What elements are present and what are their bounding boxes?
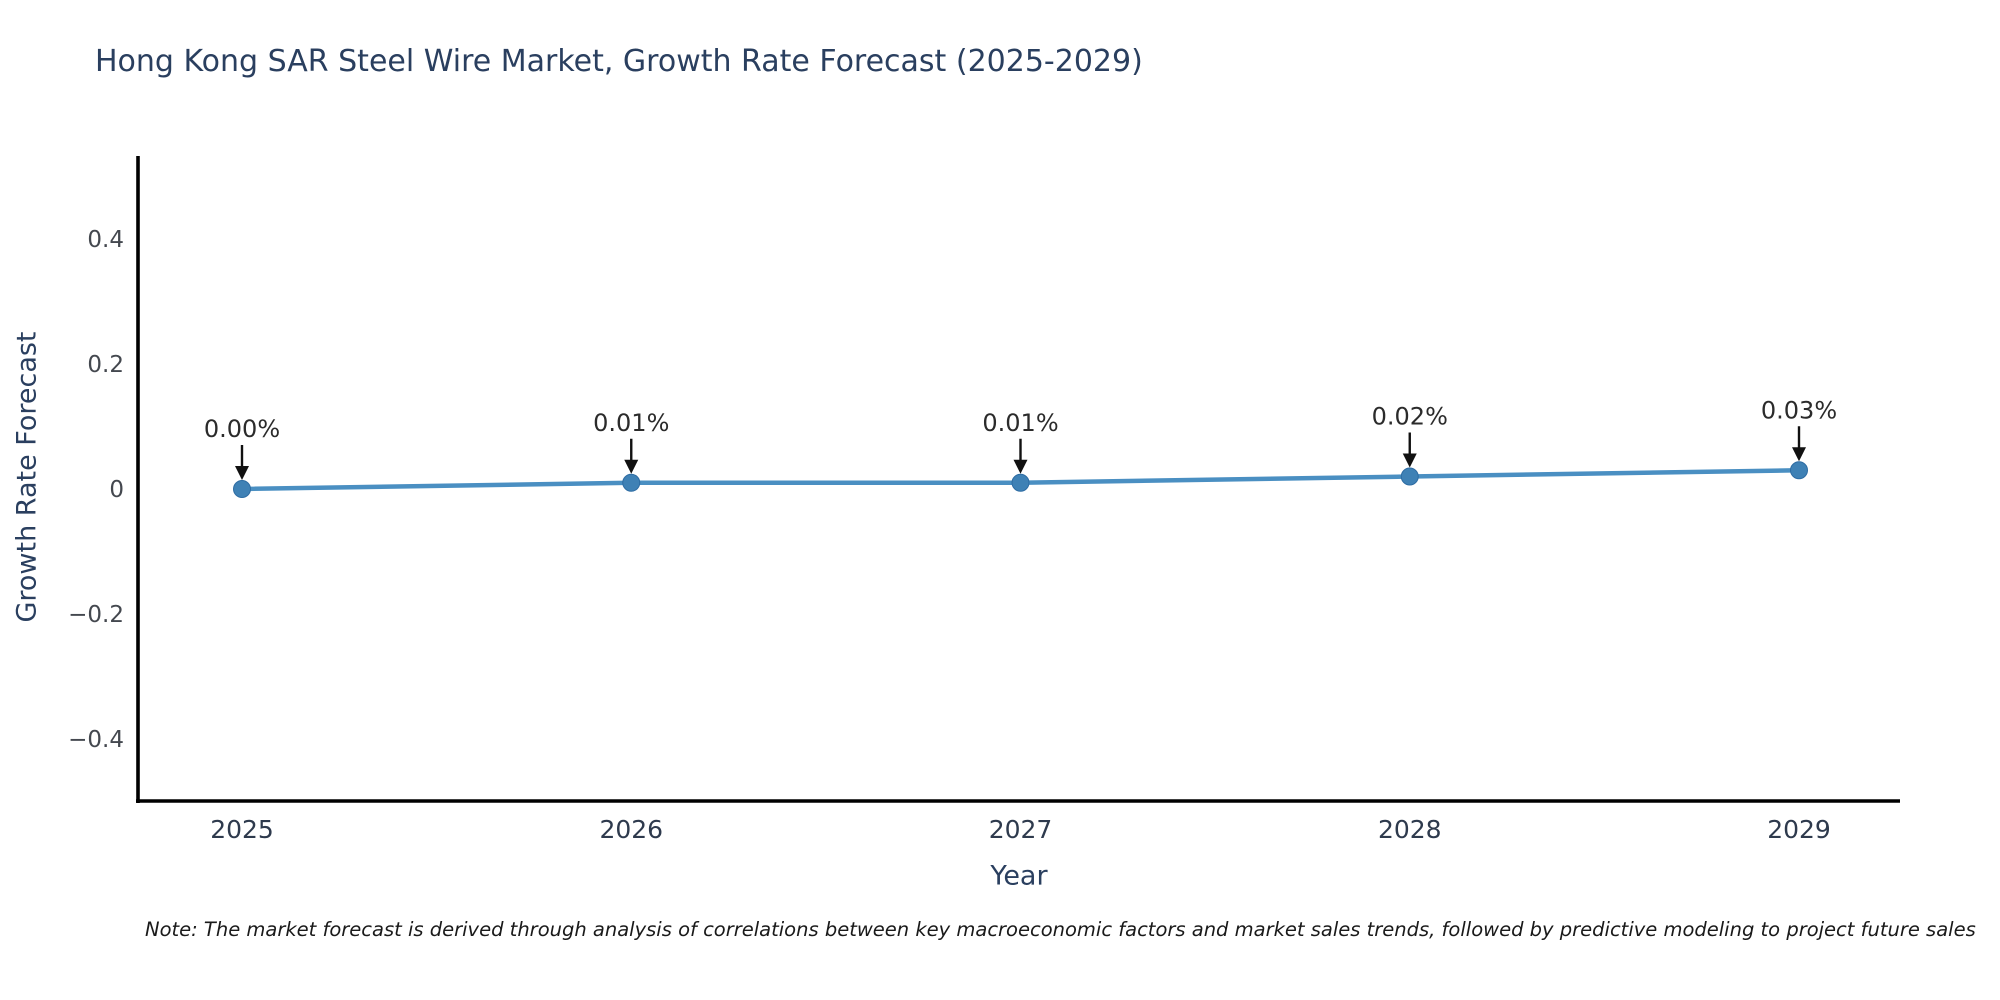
x-tick-label: 2027	[989, 815, 1053, 844]
y-tick-label: −0.2	[68, 602, 124, 628]
x-axis-title: Year	[990, 860, 1048, 892]
x-tick-label: 2026	[599, 815, 663, 844]
annotation-arrowhead	[1013, 459, 1028, 474]
data-point-label: 0.01%	[593, 409, 669, 437]
data-point-marker	[1011, 473, 1030, 492]
data-point-label: 0.00%	[204, 415, 280, 443]
data-point-label: 0.02%	[1372, 403, 1448, 431]
footnote: Note: The market forecast is derived thr…	[0, 918, 2000, 958]
data-point-label: 0.01%	[982, 409, 1058, 437]
annotation-arrowhead	[1402, 453, 1417, 468]
annotation-arrowhead	[235, 466, 249, 480]
data-point-marker	[1790, 461, 1808, 480]
data-point-marker	[1400, 467, 1419, 486]
annotation-arrowhead	[1792, 447, 1806, 462]
data-point-label: 0.03%	[1761, 396, 1837, 424]
data-point-marker	[622, 473, 641, 492]
x-tick-label: 2029	[1767, 815, 1831, 844]
footnote-text: Note: The market forecast is derived thr…	[145, 918, 1976, 941]
y-tick-label: 0.2	[87, 352, 124, 378]
y-tick-label: 0.4	[87, 227, 124, 253]
annotation-arrowhead	[624, 459, 639, 474]
data-point-marker	[233, 480, 251, 498]
x-tick-label: 2028	[1378, 815, 1442, 844]
chart-title: Hong Kong SAR Steel Wire Market, Growth …	[95, 44, 1143, 79]
y-tick-label: 0	[109, 477, 124, 503]
y-tick-label: −0.4	[68, 727, 124, 753]
x-tick-label: 2025	[210, 815, 274, 844]
